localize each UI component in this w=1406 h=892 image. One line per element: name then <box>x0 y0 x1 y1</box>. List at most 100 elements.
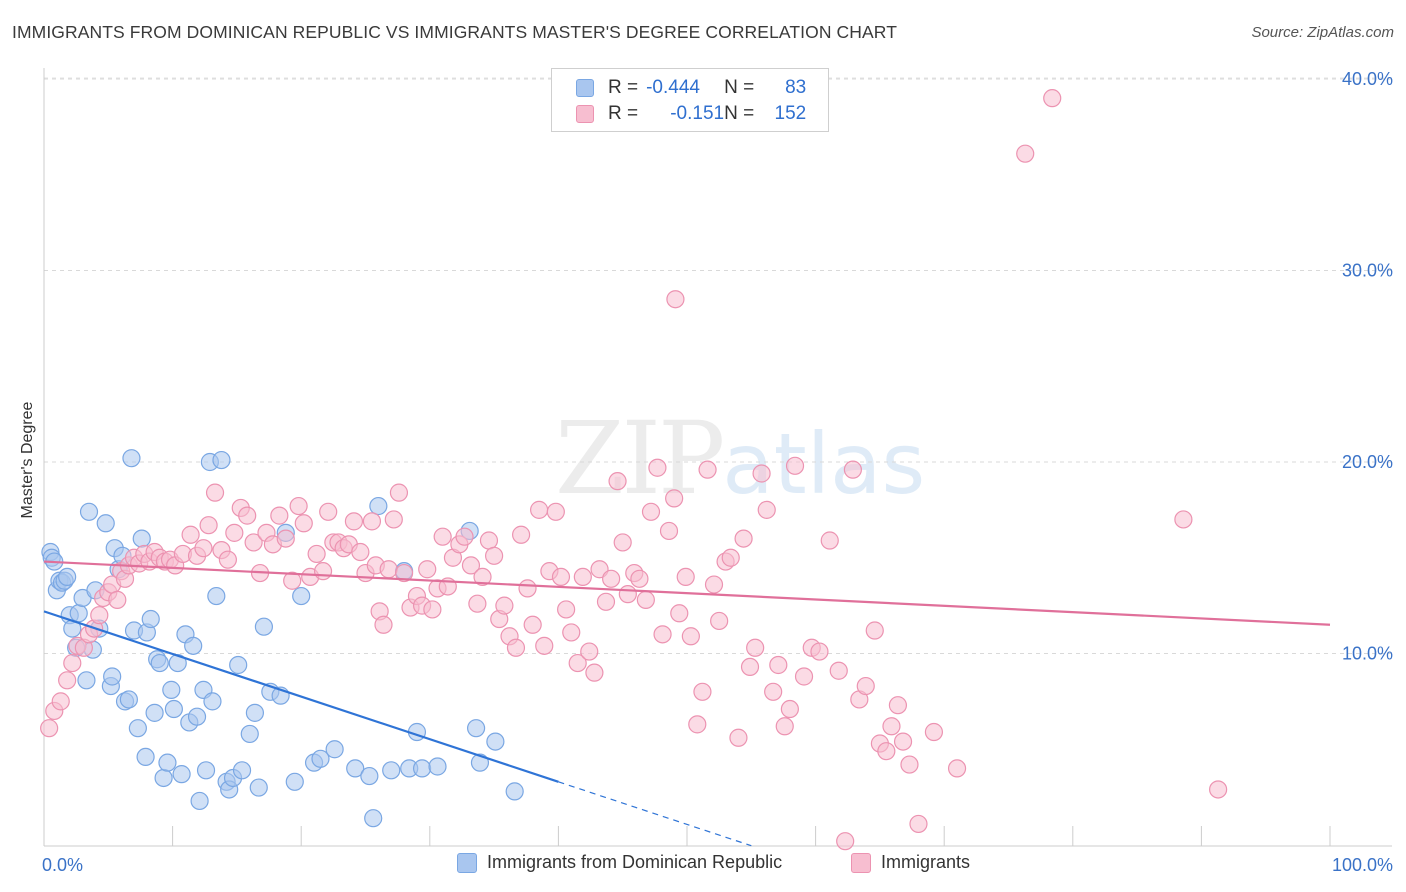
data-point-immigrants <box>947 759 967 778</box>
data-point-dominican <box>196 761 216 780</box>
data-point-immigrants <box>740 657 760 677</box>
data-point-immigrants <box>225 523 244 542</box>
axes <box>43 68 1392 847</box>
data-point-immigrants <box>313 562 333 581</box>
series-dominican-points <box>41 449 524 828</box>
data-point-immigrants <box>244 533 263 552</box>
data-point-immigrants <box>1016 144 1035 163</box>
data-point-immigrants <box>418 560 437 579</box>
data-point-immigrants <box>608 472 627 491</box>
trend-line-immigrants <box>43 560 1331 626</box>
data-point-dominican <box>128 719 147 738</box>
data-point-immigrants <box>1174 510 1193 529</box>
data-point-dominican <box>360 766 379 786</box>
trend-line-dominican-extension <box>558 781 752 847</box>
data-point-immigrants <box>746 638 765 657</box>
data-point-immigrants <box>648 458 667 477</box>
data-point-dominican <box>122 449 141 468</box>
data-point-immigrants <box>688 715 707 734</box>
data-point-immigrants <box>108 590 127 609</box>
data-point-immigrants <box>319 502 338 521</box>
data-point-immigrants <box>562 623 581 642</box>
data-point-dominican <box>154 768 173 788</box>
legend-n-label: N = <box>724 77 755 98</box>
data-point-immigrants <box>893 732 913 751</box>
data-point-immigrants <box>1209 780 1228 799</box>
data-point-immigrants <box>836 832 855 851</box>
data-point-immigrants <box>90 606 109 625</box>
data-point-immigrants <box>512 525 531 544</box>
data-point-dominican <box>466 719 486 738</box>
data-point-immigrants <box>351 542 370 562</box>
data-point-immigrants <box>473 567 492 587</box>
y-tick-label: 30.0% <box>1342 261 1393 281</box>
data-point-immigrants <box>769 655 788 675</box>
data-point-dominican <box>103 667 122 686</box>
data-point-immigrants <box>764 682 783 701</box>
data-point-dominican <box>79 502 99 521</box>
data-point-dominican <box>285 772 304 791</box>
data-point-immigrants <box>752 464 771 483</box>
legend-swatch-pink <box>851 852 871 873</box>
data-point-immigrants <box>613 533 632 552</box>
data-point-dominican <box>119 690 138 709</box>
data-point-dominican <box>254 617 274 636</box>
data-point-immigrants <box>523 615 542 634</box>
data-point-immigrants <box>596 592 616 611</box>
data-point-immigrants <box>461 556 481 575</box>
data-point-immigrants <box>636 590 655 609</box>
source-label: Source: ZipAtlas.com <box>1251 24 1394 41</box>
data-point-dominican <box>164 699 183 719</box>
data-point-dominican <box>132 529 151 548</box>
x-tick-label: 100.0% <box>1332 855 1393 875</box>
data-point-immigrants <box>423 600 442 619</box>
legend-label-dominican: Immigrants from Dominican Republic <box>487 852 783 872</box>
legend-swatch-blue <box>576 79 594 97</box>
data-point-immigrants <box>506 638 526 657</box>
data-point-immigrants <box>468 594 487 613</box>
chart-title: IMMIGRANTS FROM DOMINICAN REPUBLIC VS IM… <box>12 22 897 42</box>
data-point-immigrants <box>924 722 944 742</box>
data-point-immigrants <box>704 575 724 594</box>
data-point-immigrants <box>810 642 829 661</box>
data-point-immigrants <box>199 516 218 535</box>
data-point-immigrants <box>276 529 295 548</box>
data-point-immigrants <box>379 560 398 579</box>
data-point-immigrants <box>294 514 313 533</box>
data-point-dominican <box>364 809 383 828</box>
data-point-immigrants <box>676 567 695 587</box>
data-point-dominican <box>505 782 524 801</box>
data-point-immigrants <box>585 663 604 682</box>
data-point-immigrants <box>900 755 919 774</box>
data-point-dominican <box>77 671 96 690</box>
legend-r-value: -0.444 <box>646 77 700 98</box>
data-point-dominican <box>412 759 432 778</box>
data-point-immigrants <box>888 696 908 715</box>
data-point-immigrants <box>653 625 672 644</box>
data-point-dominican <box>369 496 388 516</box>
data-point-immigrants <box>568 653 587 673</box>
data-point-immigrants <box>775 717 794 736</box>
data-point-immigrants <box>362 512 382 531</box>
data-point-dominican <box>325 740 344 759</box>
legend-n-value: 152 <box>774 103 807 124</box>
data-point-dominican <box>311 749 330 768</box>
data-point-dominican <box>190 791 209 811</box>
data-point-immigrants <box>757 500 776 519</box>
y-tick-label: 10.0% <box>1342 644 1393 664</box>
data-point-immigrants <box>698 460 717 479</box>
data-point-immigrants <box>573 567 592 587</box>
data-point-immigrants <box>618 585 637 604</box>
data-point-immigrants <box>785 456 805 475</box>
data-point-immigrants <box>495 596 514 615</box>
watermark-zip: ZIP <box>555 400 725 517</box>
watermark-atlas: atlas <box>722 415 926 513</box>
data-point-immigrants <box>551 567 571 587</box>
data-point-immigrants <box>794 667 814 686</box>
data-point-immigrants <box>693 682 712 701</box>
data-point-dominican <box>229 655 248 675</box>
data-point-dominican <box>486 732 505 751</box>
data-point-immigrants <box>40 719 59 738</box>
trend-line-dominican <box>43 610 559 783</box>
